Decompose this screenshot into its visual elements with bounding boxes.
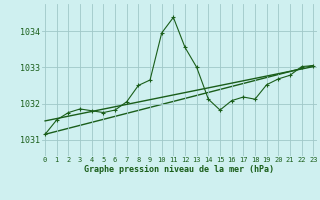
X-axis label: Graphe pression niveau de la mer (hPa): Graphe pression niveau de la mer (hPa)	[84, 165, 274, 174]
